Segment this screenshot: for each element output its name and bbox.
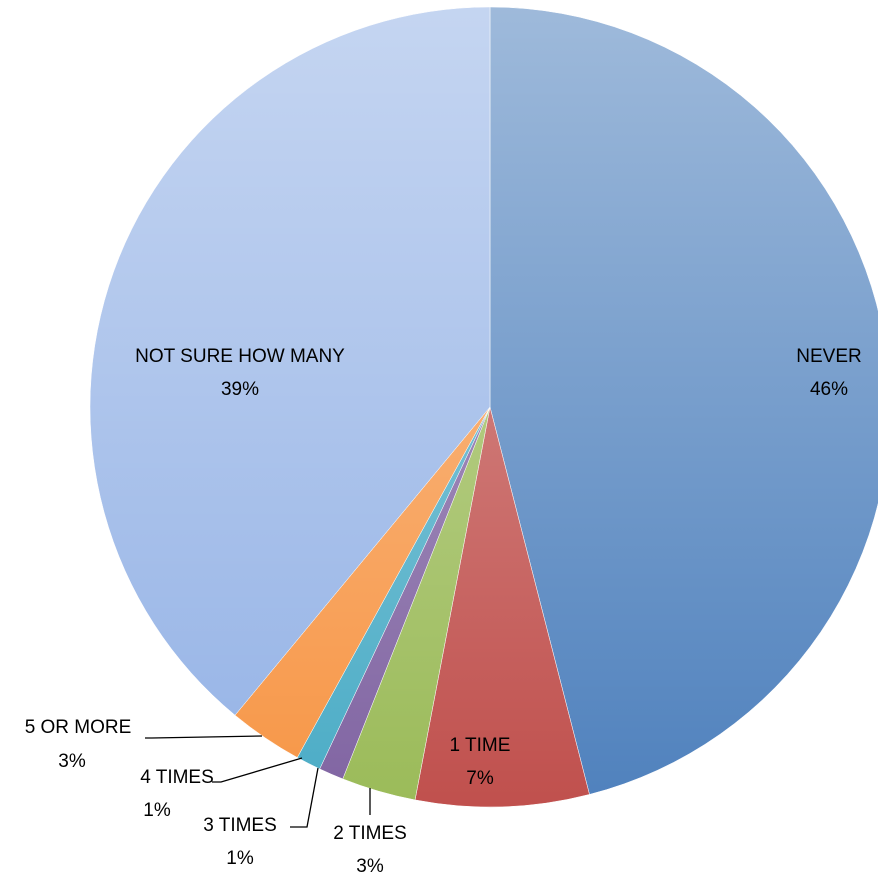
slice-value-label: 1% (143, 800, 171, 821)
slice-label: 2 TIMES (333, 823, 407, 844)
slice-value-label: 7% (466, 768, 494, 789)
slice-label: 3 TIMES (203, 815, 277, 836)
slice-value-label: 3% (356, 856, 384, 877)
leader-line (145, 735, 263, 739)
leader-line (212, 757, 303, 783)
slice-label: 5 OR MORE (25, 717, 132, 738)
slice-label: NEVER (796, 346, 861, 367)
pie (89, 6, 878, 808)
slice-label: NOT SURE HOW MANY (135, 346, 345, 367)
slice-label: 1 TIME (450, 735, 511, 756)
leader-line (290, 767, 319, 828)
slice-value-label: 3% (58, 751, 86, 772)
slice-value-label: 1% (226, 848, 254, 869)
slice-label: 4 TIMES (140, 767, 214, 788)
slice-value-label: 39% (221, 379, 259, 400)
slice-value-label: 46% (810, 379, 848, 400)
labels: NEVER 46% 1 TIME 7% 2 TIMES 3% 3 TIMES 1% 4 TIME… (25, 346, 862, 877)
